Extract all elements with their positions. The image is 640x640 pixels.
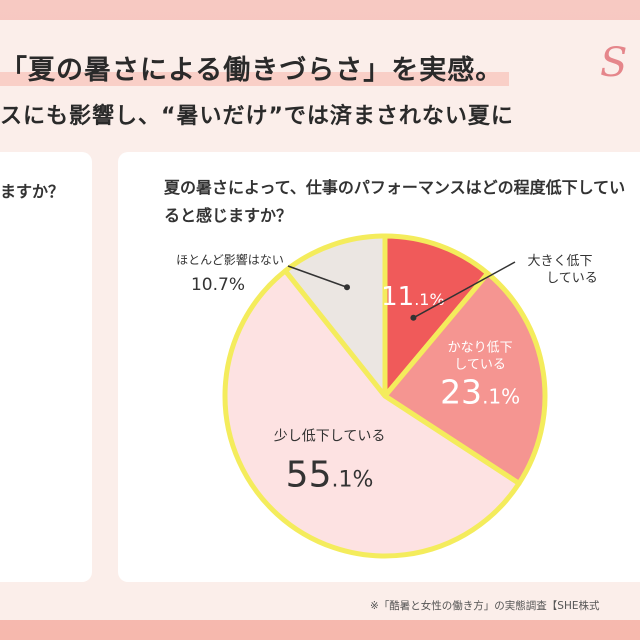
pie-slice-1 (382, 233, 491, 399)
category-label-1b: している (546, 271, 598, 286)
category-label-2b: している (454, 357, 506, 372)
category-label-1: 大きく低下 (527, 254, 592, 269)
left-chart-card: ますか？ (0, 152, 92, 582)
left-card-question: ますか？ (0, 182, 64, 201)
pie-slice-2 (382, 270, 548, 486)
leader-dot-4 (344, 284, 351, 291)
leader-line-4 (287, 265, 348, 288)
category-label-3: 少し低下している (274, 429, 386, 445)
pie-slice-3 (222, 268, 522, 559)
leader-dot-1 (410, 314, 417, 321)
page-subtitle: スにも影響し、“暑いだけ”では済まされない夏に (0, 104, 514, 129)
value-label-2: 23.1% (440, 372, 520, 411)
category-label-4: ほとんど影響はない (176, 252, 284, 267)
leader-line-1 (413, 261, 516, 319)
category-label-2: かなり低下 (448, 340, 513, 355)
brand-logo: S (600, 40, 628, 86)
value-label-3: 55.1% (286, 455, 374, 496)
value-label-4: 10.7% (191, 275, 245, 295)
footnote: ※「酷暑と女性の働き方」の実態調査【SHE株式 (370, 600, 600, 612)
pie-slice-4 (282, 233, 388, 399)
page-title: 「夏の暑さによる働きづらさ」を実感。 (0, 48, 540, 88)
chart-title: 夏の暑さによって、仕事のパフォーマンスはどの程度低下していると感じますか？ (164, 178, 626, 225)
